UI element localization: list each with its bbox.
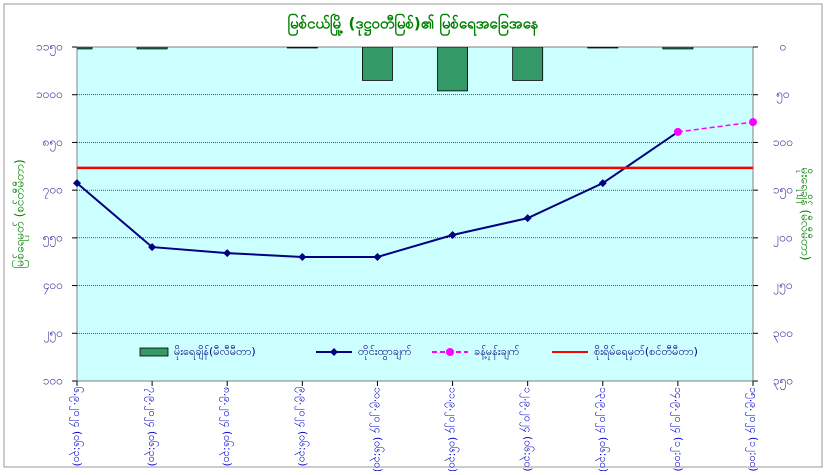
y-tick-label: ၁၀၀ [43,374,63,388]
y-tick-label: ၅၅၀ [43,230,63,247]
y2-tick-label: ၁၅၀ [773,183,793,200]
observed-point [598,179,607,188]
legend-label: ခန့်မှန်းချက် [474,345,520,360]
observed-point [148,243,157,252]
x-tick-label: ၁၄.၉.၂၀၂၄ (၁၂:၀၀) [670,387,684,471]
rain-bar [136,47,168,50]
rain-bar [587,47,619,49]
x-tick-label: ၁၅.၉.၂၀၂၄ (၁၂:၀၀) [745,387,759,471]
observed-point [373,252,382,261]
y2-tick-label: ၃၀၀ [773,326,793,343]
x-tick-label: ၉.၉.၂၀၂၄ (၀၆:၃၀) [294,387,309,466]
observed-point [223,249,232,258]
y-tick-label: ၈၅၀ [43,135,63,152]
y2-tick-label: ၅၀ [776,87,790,104]
y2-tick-label: ၃၅၀ [773,374,793,391]
forecast-point [673,127,682,136]
y2-tick-label: ၂၀၀ [773,230,792,247]
rain-bar [512,47,544,81]
plot-area [76,46,754,382]
rain-bar [286,47,318,49]
rain-bar [362,47,393,81]
x-tick-label: ၁၃.၉.၂၀၂၄ (၀၆:၃၀) [595,387,610,471]
x-tick-label: ၁၂.၉.၂၀၂၄ (၀၆:၃၀) [520,387,535,471]
y2-tick-label: ၀ [780,40,787,54]
y2-tick-label: ၁၀၀ [773,135,793,149]
y-tick-label: ၇၀၀ [43,183,63,200]
y-axis-label: မြစ်ရေမှတ် (စင်တီမီတာ) [11,159,30,268]
y-tick-label: ၄၀၀ [43,278,63,295]
y-tick-label: ၂၅၀ [44,326,63,343]
legend-swatch [139,347,169,357]
x-tick-label: ၆.၉.၂၀၂၄ (၀၆:၃၀) [69,387,84,466]
rain-bar [77,47,93,50]
legend-label: စိုးရိမ်ရေမှတ်(စင်တီမီတာ) [594,345,698,360]
legend-marker [330,348,338,356]
x-tick-label: ၇.၉.၂၀၂၄ (၀၆:၃၀) [144,387,159,466]
observed-point [448,230,457,239]
bar-group [77,47,694,92]
legend-label: မိုးရေချိန်(မီလီမီတာ) [174,345,256,360]
y-tick-label: ၁၁၅၀ [36,40,63,57]
legend-marker [446,348,454,356]
forecast-point [749,118,757,127]
x-tick-label: ၁၁.၉.၂၀၂၄ (၀၆:၃၀) [445,387,460,471]
y-tick-label: ၁၀၀၀ [36,87,63,101]
x-tick-label: ၈.၉.၂၀၂၄ (၀၆:၃၀) [219,387,234,466]
legend-label: တိုင်းထွာချက် [358,345,412,360]
y2-tick-label: ၂၅၀ [773,278,792,295]
rain-bar [437,47,468,92]
observed-point [73,179,81,188]
observed-point [298,252,307,261]
x-tick-label: ၁၀.၉.၂၀၂၄ (၀၆:၃၀) [369,387,384,471]
rain-bar [662,47,694,50]
forecast-line [677,121,754,133]
y2-axis-label: မိုးရေချိန် (မီလီမီတာ) [796,168,814,261]
observed-point [523,214,532,223]
